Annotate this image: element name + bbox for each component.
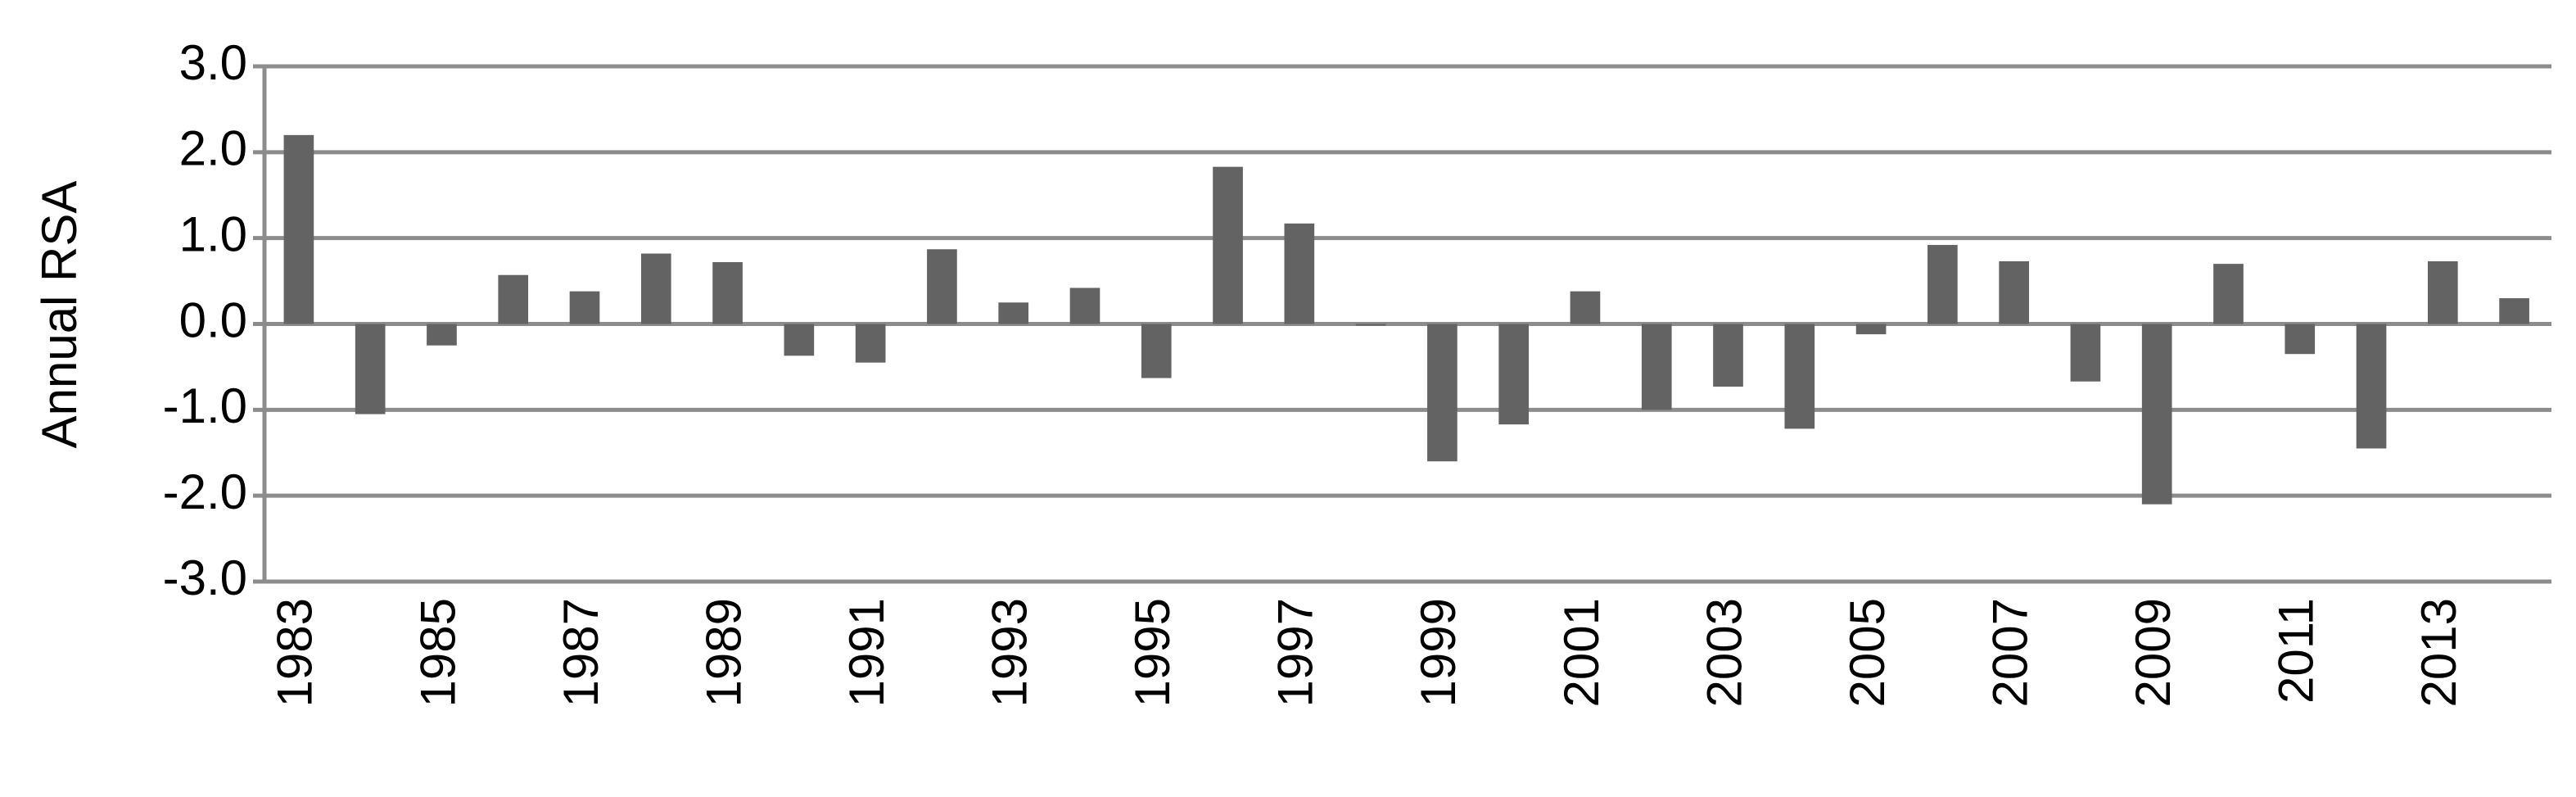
bar — [2213, 264, 2244, 324]
bar — [1641, 324, 1672, 410]
bar — [1427, 324, 1457, 462]
x-tick-label: 2005 — [1840, 598, 1895, 707]
x-tick-label: 1991 — [839, 598, 894, 707]
x-tick-label: 2009 — [2126, 598, 2181, 707]
bar — [2070, 324, 2101, 382]
bar — [1570, 291, 1601, 324]
bar — [1855, 324, 1887, 335]
x-tick-label: 1989 — [696, 598, 751, 707]
y-tick-label: -2.0 — [163, 464, 247, 519]
bar — [2285, 324, 2316, 355]
x-tick-label: 2013 — [2411, 598, 2466, 707]
bar — [498, 274, 529, 324]
x-tick-label: 1987 — [554, 598, 608, 707]
bar — [2428, 260, 2458, 324]
x-tick-label: 2001 — [1554, 598, 1609, 707]
y-tick-label: 1.0 — [179, 207, 247, 262]
x-tick-label: 2007 — [1982, 598, 2037, 707]
bar — [427, 324, 457, 346]
y-tick-label: 3.0 — [179, 35, 247, 90]
x-tick-label: 2003 — [1697, 598, 1751, 707]
bar — [855, 324, 886, 363]
bar — [2141, 324, 2172, 505]
bar — [1927, 245, 1958, 324]
bar — [927, 249, 957, 324]
bar — [784, 324, 815, 356]
bar — [1284, 223, 1315, 324]
bar — [2356, 324, 2387, 449]
bar — [355, 324, 386, 414]
y-tick-label: -1.0 — [163, 378, 247, 433]
y-tick-label: 0.0 — [179, 292, 247, 347]
bar — [640, 253, 671, 324]
bar — [2499, 298, 2529, 324]
y-tick-label: 2.0 — [179, 121, 247, 176]
bar — [998, 302, 1029, 324]
bar — [1784, 324, 1815, 429]
bar — [1069, 288, 1100, 324]
x-tick-label: 1983 — [268, 598, 323, 707]
bar — [569, 291, 600, 324]
x-tick-label: 2011 — [2269, 598, 2324, 704]
bar — [1141, 324, 1172, 378]
bar — [1498, 324, 1530, 425]
bar — [1999, 260, 2029, 324]
y-tick-label: -3.0 — [163, 550, 247, 605]
x-tick-label: 1997 — [1268, 598, 1323, 707]
x-tick-label: 1985 — [410, 598, 465, 707]
bar — [1355, 324, 1386, 326]
bar — [712, 262, 743, 324]
x-tick-label: 1993 — [983, 598, 1037, 707]
bar — [283, 134, 314, 324]
bar — [1713, 324, 1743, 387]
x-tick-label: 1999 — [1411, 598, 1466, 707]
y-axis-title: Annual RSA — [32, 181, 87, 449]
bar — [1213, 166, 1243, 324]
x-tick-label: 1995 — [1125, 598, 1180, 707]
